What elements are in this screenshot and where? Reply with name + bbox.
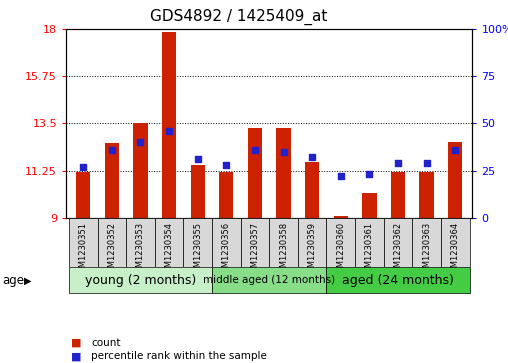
Text: GSM1230360: GSM1230360 [336, 222, 345, 278]
Bar [276, 128, 291, 218]
Text: ■: ■ [71, 351, 82, 362]
Text: GSM1230358: GSM1230358 [279, 222, 288, 278]
Text: percentile rank within the sample: percentile rank within the sample [91, 351, 267, 362]
Point [165, 128, 173, 134]
Bar [448, 142, 462, 218]
Bar [327, 267, 469, 293]
Bar [241, 218, 269, 267]
Bar [269, 218, 298, 267]
Text: GSM1230359: GSM1230359 [308, 222, 316, 278]
Text: GDS4892 / 1425409_at: GDS4892 / 1425409_at [150, 9, 328, 25]
Text: GSM1230357: GSM1230357 [250, 222, 260, 278]
Point [251, 147, 259, 153]
Bar [420, 172, 434, 218]
Point [394, 160, 402, 166]
Bar [298, 218, 327, 267]
Bar [183, 218, 212, 267]
Bar [441, 218, 469, 267]
Bar [219, 172, 234, 218]
Text: GSM1230354: GSM1230354 [165, 222, 174, 278]
Text: GSM1230362: GSM1230362 [394, 222, 402, 278]
Text: aged (24 months): aged (24 months) [342, 274, 454, 287]
Bar [69, 218, 98, 267]
Bar [384, 218, 412, 267]
Text: GSM1230363: GSM1230363 [422, 222, 431, 278]
Bar [69, 267, 212, 293]
Text: age: age [3, 274, 24, 287]
Bar [391, 172, 405, 218]
Bar [76, 172, 90, 218]
Text: GSM1230361: GSM1230361 [365, 222, 374, 278]
Bar [162, 32, 176, 218]
Point [222, 162, 230, 168]
Point [279, 149, 288, 155]
Bar [248, 128, 262, 218]
Bar [355, 218, 384, 267]
Point [337, 174, 345, 179]
Point [308, 155, 316, 160]
Bar [155, 218, 183, 267]
Text: GSM1230364: GSM1230364 [451, 222, 460, 278]
Point [136, 139, 144, 145]
Text: GSM1230351: GSM1230351 [79, 222, 88, 278]
Bar [412, 218, 441, 267]
Bar [362, 193, 376, 218]
Bar [190, 166, 205, 218]
Bar [133, 123, 148, 218]
Point [194, 156, 202, 162]
Text: GSM1230353: GSM1230353 [136, 222, 145, 278]
Text: GSM1230355: GSM1230355 [193, 222, 202, 278]
Text: GSM1230352: GSM1230352 [107, 222, 116, 278]
Bar [105, 143, 119, 218]
Bar [327, 218, 355, 267]
Bar [305, 162, 320, 218]
Text: ▶: ▶ [24, 276, 32, 285]
Bar [212, 267, 327, 293]
Bar [126, 218, 155, 267]
Bar [212, 218, 241, 267]
Point [108, 147, 116, 153]
Point [365, 171, 373, 177]
Text: count: count [91, 338, 121, 348]
Point [79, 164, 87, 170]
Point [423, 160, 431, 166]
Text: GSM1230356: GSM1230356 [222, 222, 231, 278]
Text: young (2 months): young (2 months) [85, 274, 196, 287]
Bar [98, 218, 126, 267]
Point [451, 147, 459, 153]
Text: ■: ■ [71, 338, 82, 348]
Bar [334, 216, 348, 218]
Text: middle aged (12 months): middle aged (12 months) [203, 276, 335, 285]
